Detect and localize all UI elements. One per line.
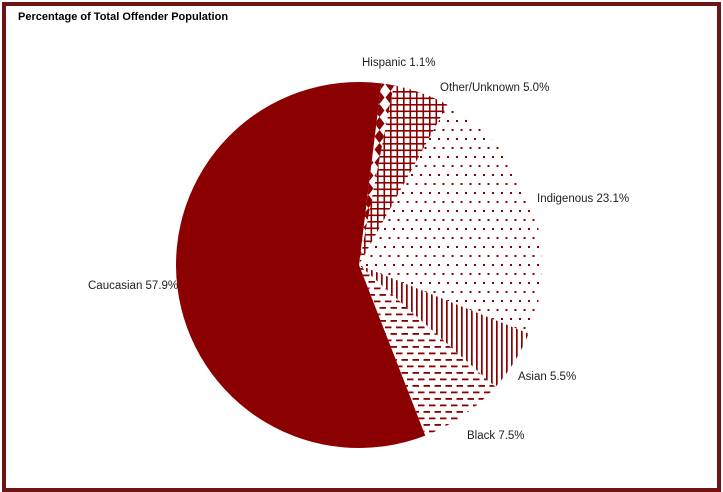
- chart-title: Percentage of Total Offender Population: [18, 11, 229, 23]
- slice-label-other-unknown: Other/Unknown 5.0%: [440, 82, 550, 94]
- slice-label-indigenous: Indigenous 23.1%: [537, 193, 630, 205]
- pie-slice-other-unknown: [359, 85, 448, 265]
- pie-slice-black: [359, 265, 496, 436]
- pie-slice-hispanic: [359, 83, 394, 265]
- pie-slice-indigenous: [359, 104, 543, 334]
- slice-label-black: Black 7.5%: [467, 430, 525, 442]
- slice-label-asian: Asian 5.5%: [518, 371, 577, 383]
- slice-label-hispanic: Hispanic 1.1%: [362, 57, 436, 69]
- pie-slice-caucasian: [176, 81, 426, 448]
- slice-label-caucasian: Caucasian 57.9%: [88, 280, 179, 292]
- pie-slice-asian: [359, 265, 529, 387]
